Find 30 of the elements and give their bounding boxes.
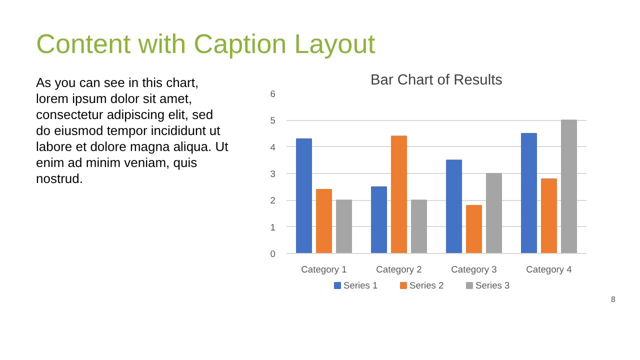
legend-label: Series 3 (476, 280, 510, 290)
bar (336, 200, 352, 254)
bar (486, 173, 502, 254)
bar (446, 160, 462, 254)
bar (411, 200, 427, 254)
text: 8 (611, 294, 616, 306)
legend-label: Series 2 (410, 280, 444, 290)
y-tick-label: 6 (270, 89, 276, 99)
y-tick-label: 4 (270, 142, 276, 152)
bar (561, 120, 577, 254)
bar (466, 205, 482, 254)
y-tick-label: 1 (270, 222, 276, 232)
legend-label: Series 1 (344, 280, 378, 290)
y-tick-label: 0 (270, 249, 276, 259)
y-tick-label: 5 (270, 116, 276, 126)
x-tick-label: Category 1 (301, 264, 347, 274)
text: As you can see in this chart, lorem ipsum dolor sit amet, consectetur adipiscing elit, sed do eiusmod tempor incididunt ut labore et dolore magna aliqua. Ut enim ad minim veniam, quis nostrud. (36, 75, 230, 187)
bar (391, 136, 407, 254)
x-tick-label: Category 2 (376, 264, 422, 274)
y-tick-label: 3 (270, 169, 276, 179)
bar (541, 178, 557, 254)
bar (371, 186, 387, 254)
x-tick-label: Category 3 (451, 264, 497, 274)
bar (296, 138, 312, 254)
text: Content with Caption Layout (36, 28, 376, 61)
y-tick-label: 2 (270, 196, 276, 206)
chart-title: Bar Chart of Results (370, 72, 502, 88)
bar (521, 133, 537, 254)
bar (316, 189, 332, 254)
x-tick-label: Category 4 (526, 264, 572, 274)
